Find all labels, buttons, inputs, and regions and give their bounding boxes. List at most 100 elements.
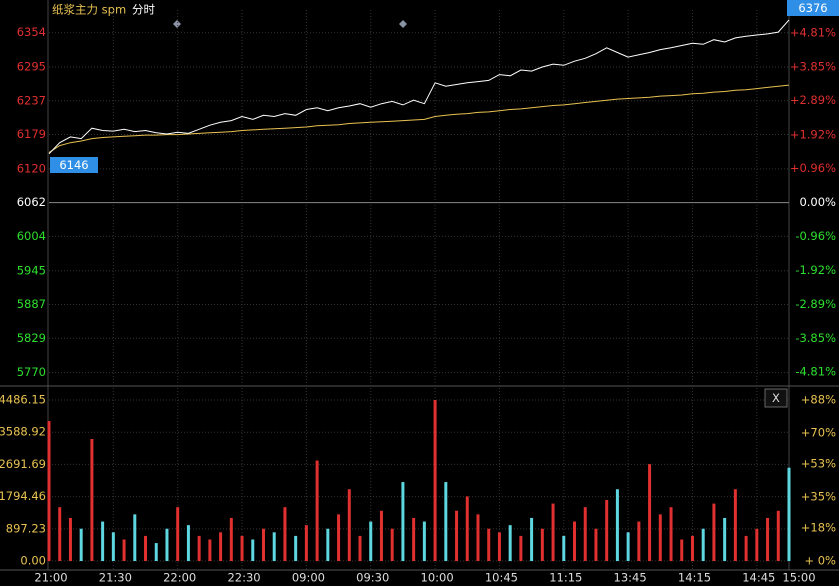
volume-bar (197, 535, 201, 562)
volume-bar (412, 517, 416, 562)
low-tag-label: 6146 (59, 158, 88, 172)
volume-bar (229, 517, 233, 562)
y-tick-label: 6120 (17, 161, 46, 175)
volume-bar (626, 532, 630, 562)
volume-bar (508, 525, 512, 562)
chart-subtitle: 分时 (132, 3, 155, 17)
y2-tick-label: -3.85% (795, 331, 836, 345)
low-tag-box (50, 157, 98, 173)
volume-bar (583, 507, 587, 562)
y2-tick-label: +3.85% (790, 59, 836, 73)
low-tag: 6146 (50, 157, 98, 173)
volume-bar (712, 503, 716, 562)
volume-bar (379, 510, 383, 562)
y-tick-label: 897.23 (6, 521, 46, 535)
volume-bar (562, 535, 566, 562)
x-tick-label: 09:00 (292, 571, 325, 585)
y2-tick-label: +4.81% (790, 25, 836, 39)
y2-tick-label: -0.96% (795, 229, 836, 243)
volume-bar (101, 521, 105, 562)
volume-bar (294, 535, 298, 562)
volume-bar (701, 528, 705, 562)
y-tick-label: 2691.69 (0, 457, 46, 471)
event-marker (173, 20, 181, 28)
y-tick-label: 3588.92 (0, 425, 46, 439)
y-tick-label: 6354 (17, 25, 46, 39)
y-tick-label: 5770 (17, 365, 46, 379)
volume-bar (776, 510, 780, 562)
close-button-label[interactable]: X (772, 391, 780, 405)
volume-bar (723, 517, 727, 562)
volume-bar (744, 535, 748, 562)
y-tick-label: 5945 (17, 263, 46, 277)
volume-bar (540, 528, 544, 562)
volume-bar (90, 438, 94, 562)
volume-bar (165, 528, 169, 562)
volume-bar (58, 507, 62, 562)
volume-bar (690, 535, 694, 562)
y-tick-label: 6295 (17, 60, 46, 74)
volume-bar (787, 467, 791, 562)
volume-bar (733, 489, 737, 562)
volume-bar (133, 514, 137, 562)
x-tick-label: 21:30 (99, 571, 132, 585)
y2-tick-label: +1.92% (790, 127, 836, 141)
volume-bar (594, 528, 598, 562)
volume-bar (144, 535, 148, 562)
price-line (48, 19, 790, 155)
volume-bar (47, 421, 51, 562)
volume-bar (551, 503, 555, 562)
volume-bar (755, 528, 759, 562)
volume-bar (122, 539, 126, 562)
volume-bar (433, 399, 437, 562)
x-tick-label: 10:00 (421, 571, 454, 585)
volume-bar (369, 521, 373, 562)
y-tick-label: 1794.46 (0, 489, 46, 503)
volume-bar (680, 539, 684, 562)
x-tick-label: 14:15 (678, 571, 711, 585)
volume-bar (390, 528, 394, 562)
y-tick-label: 6004 (17, 229, 46, 243)
volume-bar (326, 528, 330, 562)
y2-tick-label: +35% (801, 489, 836, 503)
volume-bar (79, 528, 83, 562)
y2-tick-label: 0.00% (799, 195, 836, 209)
volume-bar (530, 517, 534, 562)
high-tag-box (787, 0, 839, 16)
volume-bar (358, 535, 362, 562)
y2-tick-label: +88% (801, 392, 836, 406)
x-tick-label: 14:45 (742, 571, 775, 585)
volume-bar (637, 521, 641, 562)
y-tick-label: 6179 (17, 127, 46, 141)
x-tick-label: 22:00 (163, 571, 196, 585)
y-tick-label: 5829 (17, 331, 46, 345)
x-tick-label: 10:45 (485, 571, 518, 585)
volume-bar (208, 539, 212, 562)
volume-bar (766, 517, 770, 562)
x-tick-label: 13:45 (614, 571, 647, 585)
volume-bar (315, 460, 319, 562)
volume-bar (658, 514, 662, 562)
volume-bar (487, 528, 491, 562)
close-button-box[interactable] (764, 388, 788, 408)
volume-bar (337, 514, 341, 562)
y2-tick-label: +0.96% (790, 161, 836, 175)
y2-tick-label: +53% (801, 456, 836, 470)
close-button[interactable]: X (764, 388, 788, 408)
y2-tick-label: +70% (801, 425, 836, 439)
volume-bar (251, 539, 255, 562)
x-tick-label: 11:15 (549, 571, 582, 585)
volume-bar (304, 525, 308, 562)
high-tag-label: 6376 (798, 1, 827, 15)
x-tick-label: 22:30 (227, 571, 260, 585)
volume-bar (444, 482, 448, 562)
volume-bar (154, 543, 158, 562)
volume-bar (347, 489, 351, 562)
chart-title: 纸浆主力 spm (52, 3, 126, 17)
y2-tick-label: -1.92% (795, 263, 836, 277)
x-tick-label: 09:30 (356, 571, 389, 585)
volume-bar (272, 532, 276, 562)
volume-bar (240, 535, 244, 562)
volume-bar (605, 500, 609, 562)
